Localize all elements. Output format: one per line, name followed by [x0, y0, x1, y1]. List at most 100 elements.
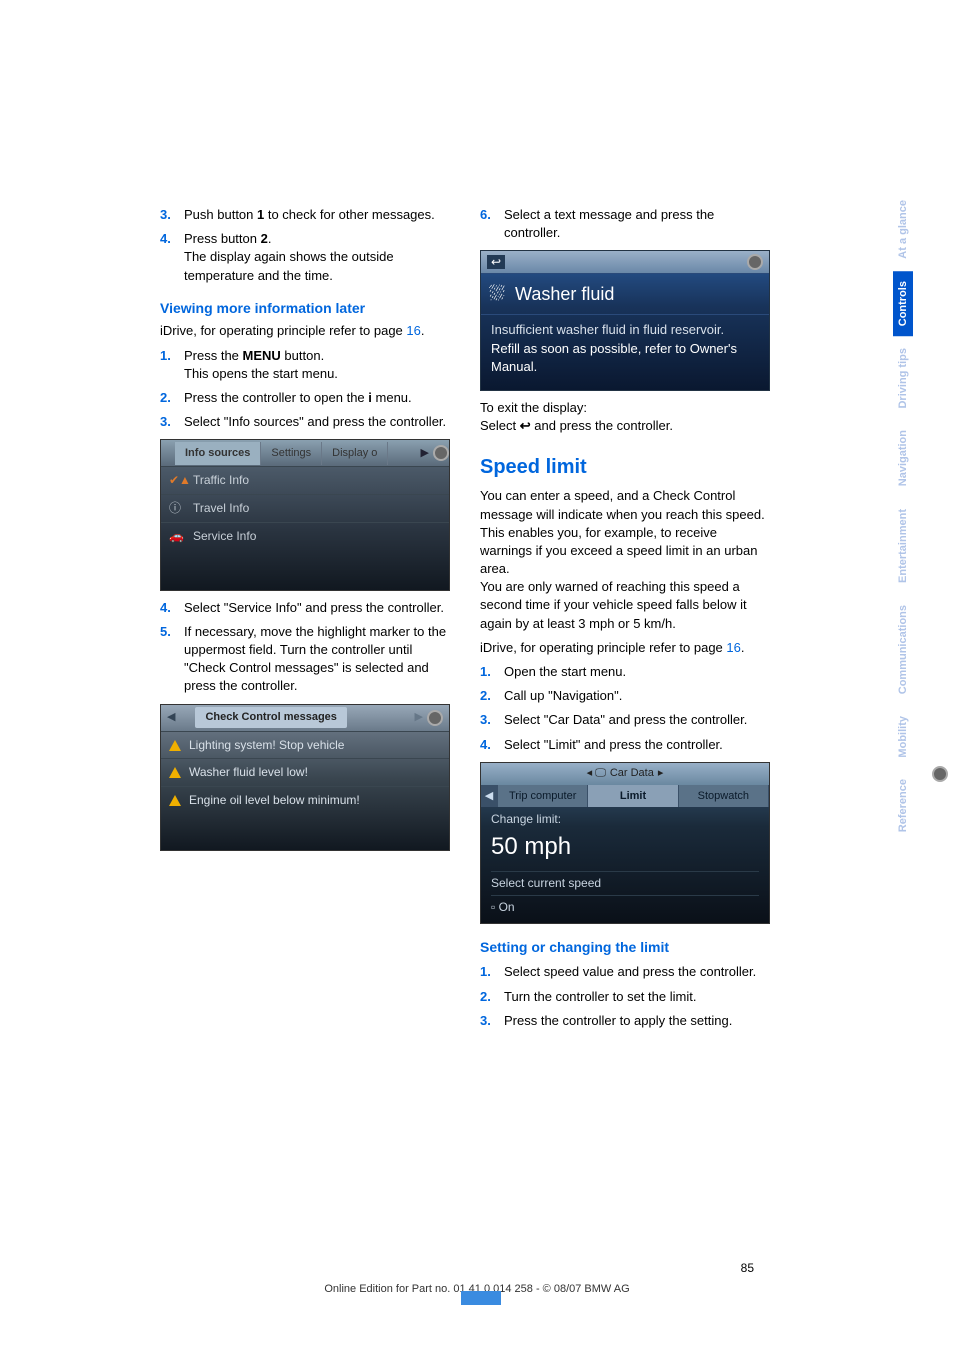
step-text: If necessary, move the highlight marker …	[184, 623, 450, 696]
step-text: Select "Service Info" and press the cont…	[184, 599, 444, 617]
step-text: Select a text message and press the cont…	[504, 206, 770, 242]
text: Insufficient washer fluid in fluid reser…	[491, 321, 759, 339]
return-arrow-icon: ↩	[520, 417, 531, 435]
step-text: Call up "Navigation".	[504, 687, 622, 705]
tab: Limit	[588, 785, 678, 807]
tab-row: Info sources Settings Display o ▶	[161, 440, 449, 466]
sidebar-tab[interactable]: Entertainment	[893, 499, 913, 593]
tab: Settings	[261, 442, 322, 465]
info-icon: ⓘ	[169, 500, 193, 517]
list-item: 4. Press button 2. The display again sho…	[160, 230, 450, 285]
sidebar-tabs: At a glanceControlsDriving tipsNavigatio…	[887, 190, 919, 845]
screenshot-car-data: ◂ 🖵 Car Data ▸ ◀ Trip computer Limit Sto…	[480, 762, 770, 924]
speed-value: 50 mph	[491, 830, 759, 864]
step-text: Press the controller to open the i menu.	[184, 389, 412, 407]
subheading: Setting or changing the limit	[480, 938, 770, 958]
content-columns: 3. Push button 1 to check for other mess…	[160, 200, 904, 1036]
step-text: Turn the controller to set the limit.	[504, 988, 696, 1006]
text: and press the controller.	[531, 418, 673, 433]
washer-icon: ⛆	[489, 280, 505, 308]
text: button.	[281, 348, 324, 363]
step-text: Select "Limit" and press the controller.	[504, 736, 723, 754]
text: .	[268, 231, 272, 246]
list-item: Washer fluid level low!	[161, 758, 449, 786]
title: Check Control messages	[195, 707, 346, 728]
label: On	[499, 900, 515, 914]
list-item: Engine oil level below minimum!	[161, 786, 449, 814]
title-row: ⛆ Washer fluid	[481, 273, 769, 314]
step-number: 3.	[480, 711, 504, 729]
text: This opens the start menu.	[184, 366, 338, 381]
arrow-left-icon: ◀	[167, 710, 175, 725]
section-heading: Speed limit	[480, 453, 770, 481]
title: Car Data	[610, 766, 654, 781]
label: Engine oil level below minimum!	[189, 792, 360, 809]
text: menu.	[372, 390, 412, 405]
body: Change limit: 50 mph Select current spee…	[481, 807, 769, 923]
label: Service Info	[193, 528, 256, 545]
page: 3. Push button 1 to check for other mess…	[0, 0, 954, 1350]
text: iDrive, for operating principle refer to…	[160, 323, 406, 338]
step-text: Press the MENU button. This opens the st…	[184, 347, 338, 383]
list-item: Lighting system! Stop vehicle	[161, 731, 449, 759]
step-number: 3.	[160, 413, 184, 431]
paragraph: To exit the display:	[480, 399, 770, 417]
sidebar-tab[interactable]: Navigation	[893, 420, 913, 496]
list-item: 1.Select speed value and press the contr…	[480, 963, 770, 981]
bold: 2	[261, 231, 268, 246]
knob-icon	[747, 254, 763, 270]
right-column: 6. Select a text message and press the c…	[480, 200, 770, 1036]
step-text: Push button 1 to check for other message…	[184, 206, 435, 224]
list-item: 🚗Service Info	[161, 522, 449, 550]
sidebar-tab[interactable]: At a glance	[893, 190, 913, 269]
list-item: 6. Select a text message and press the c…	[480, 206, 770, 242]
steps-setting: 1.Select speed value and press the contr…	[480, 963, 770, 1030]
page-link[interactable]: 16	[726, 640, 740, 655]
step-number: 4.	[160, 599, 184, 617]
arrow-right-icon: ▶	[415, 710, 423, 725]
page-number: 85	[741, 1261, 754, 1275]
option: ▫ On	[491, 895, 759, 919]
back-icon: ↩	[487, 255, 505, 269]
sidebar-tab[interactable]: Mobility	[893, 706, 913, 768]
knob-icon	[433, 445, 449, 461]
text: Refill as soon as possible, refer to Own…	[491, 340, 759, 376]
step-number: 1.	[160, 347, 184, 383]
step-text: Open the start menu.	[504, 663, 626, 681]
screenshot-washer-fluid: ↩ ⛆ Washer fluid Insufficient washer flu…	[480, 250, 770, 391]
sidebar-tab[interactable]: Communications	[893, 595, 913, 704]
list-item: 2. Press the controller to open the i me…	[160, 389, 450, 407]
label: Travel Info	[193, 500, 249, 517]
step-text: Press the controller to apply the settin…	[504, 1012, 732, 1030]
list-item: 3. Select "Info sources" and press the c…	[160, 413, 450, 431]
text: Press the	[184, 348, 243, 363]
list-item: 3. Push button 1 to check for other mess…	[160, 206, 450, 224]
tab: Info sources	[175, 442, 261, 465]
top-bar: ↩	[481, 251, 769, 273]
list-item: 1.Open the start menu.	[480, 663, 770, 681]
step-number: 1.	[480, 663, 504, 681]
label: Traffic Info	[193, 472, 249, 489]
text: Press button	[184, 231, 261, 246]
left-column: 3. Push button 1 to check for other mess…	[160, 200, 450, 1036]
sidebar-tab[interactable]: Reference	[893, 769, 913, 842]
text: iDrive, for operating principle refer to…	[480, 640, 726, 655]
page-link[interactable]: 16	[406, 323, 420, 338]
sidebar-tab[interactable]: Controls	[893, 271, 913, 336]
list-item: ⓘTravel Info	[161, 494, 449, 522]
warning-triangle-icon	[169, 740, 181, 751]
arrow-left-icon: ◀	[481, 785, 498, 807]
screenshot-check-control: ◀ Check Control messages ▶ Lighting syst…	[160, 704, 450, 851]
text: Press the controller to open the	[184, 390, 368, 405]
check-triangle-icon: ✔▲	[169, 472, 193, 489]
sidebar-tab[interactable]: Driving tips	[893, 338, 913, 419]
list-item: 4.Select "Limit" and press the controlle…	[480, 736, 770, 754]
label: Lighting system! Stop vehicle	[189, 737, 344, 754]
arrow-right-icon: ▶	[417, 446, 433, 461]
title: Washer fluid	[515, 282, 614, 307]
step-number: 2.	[480, 687, 504, 705]
step-number: 5.	[160, 623, 184, 696]
text: Push button	[184, 207, 257, 222]
step-text: Select speed value and press the control…	[504, 963, 756, 981]
step-number: 4.	[160, 230, 184, 285]
